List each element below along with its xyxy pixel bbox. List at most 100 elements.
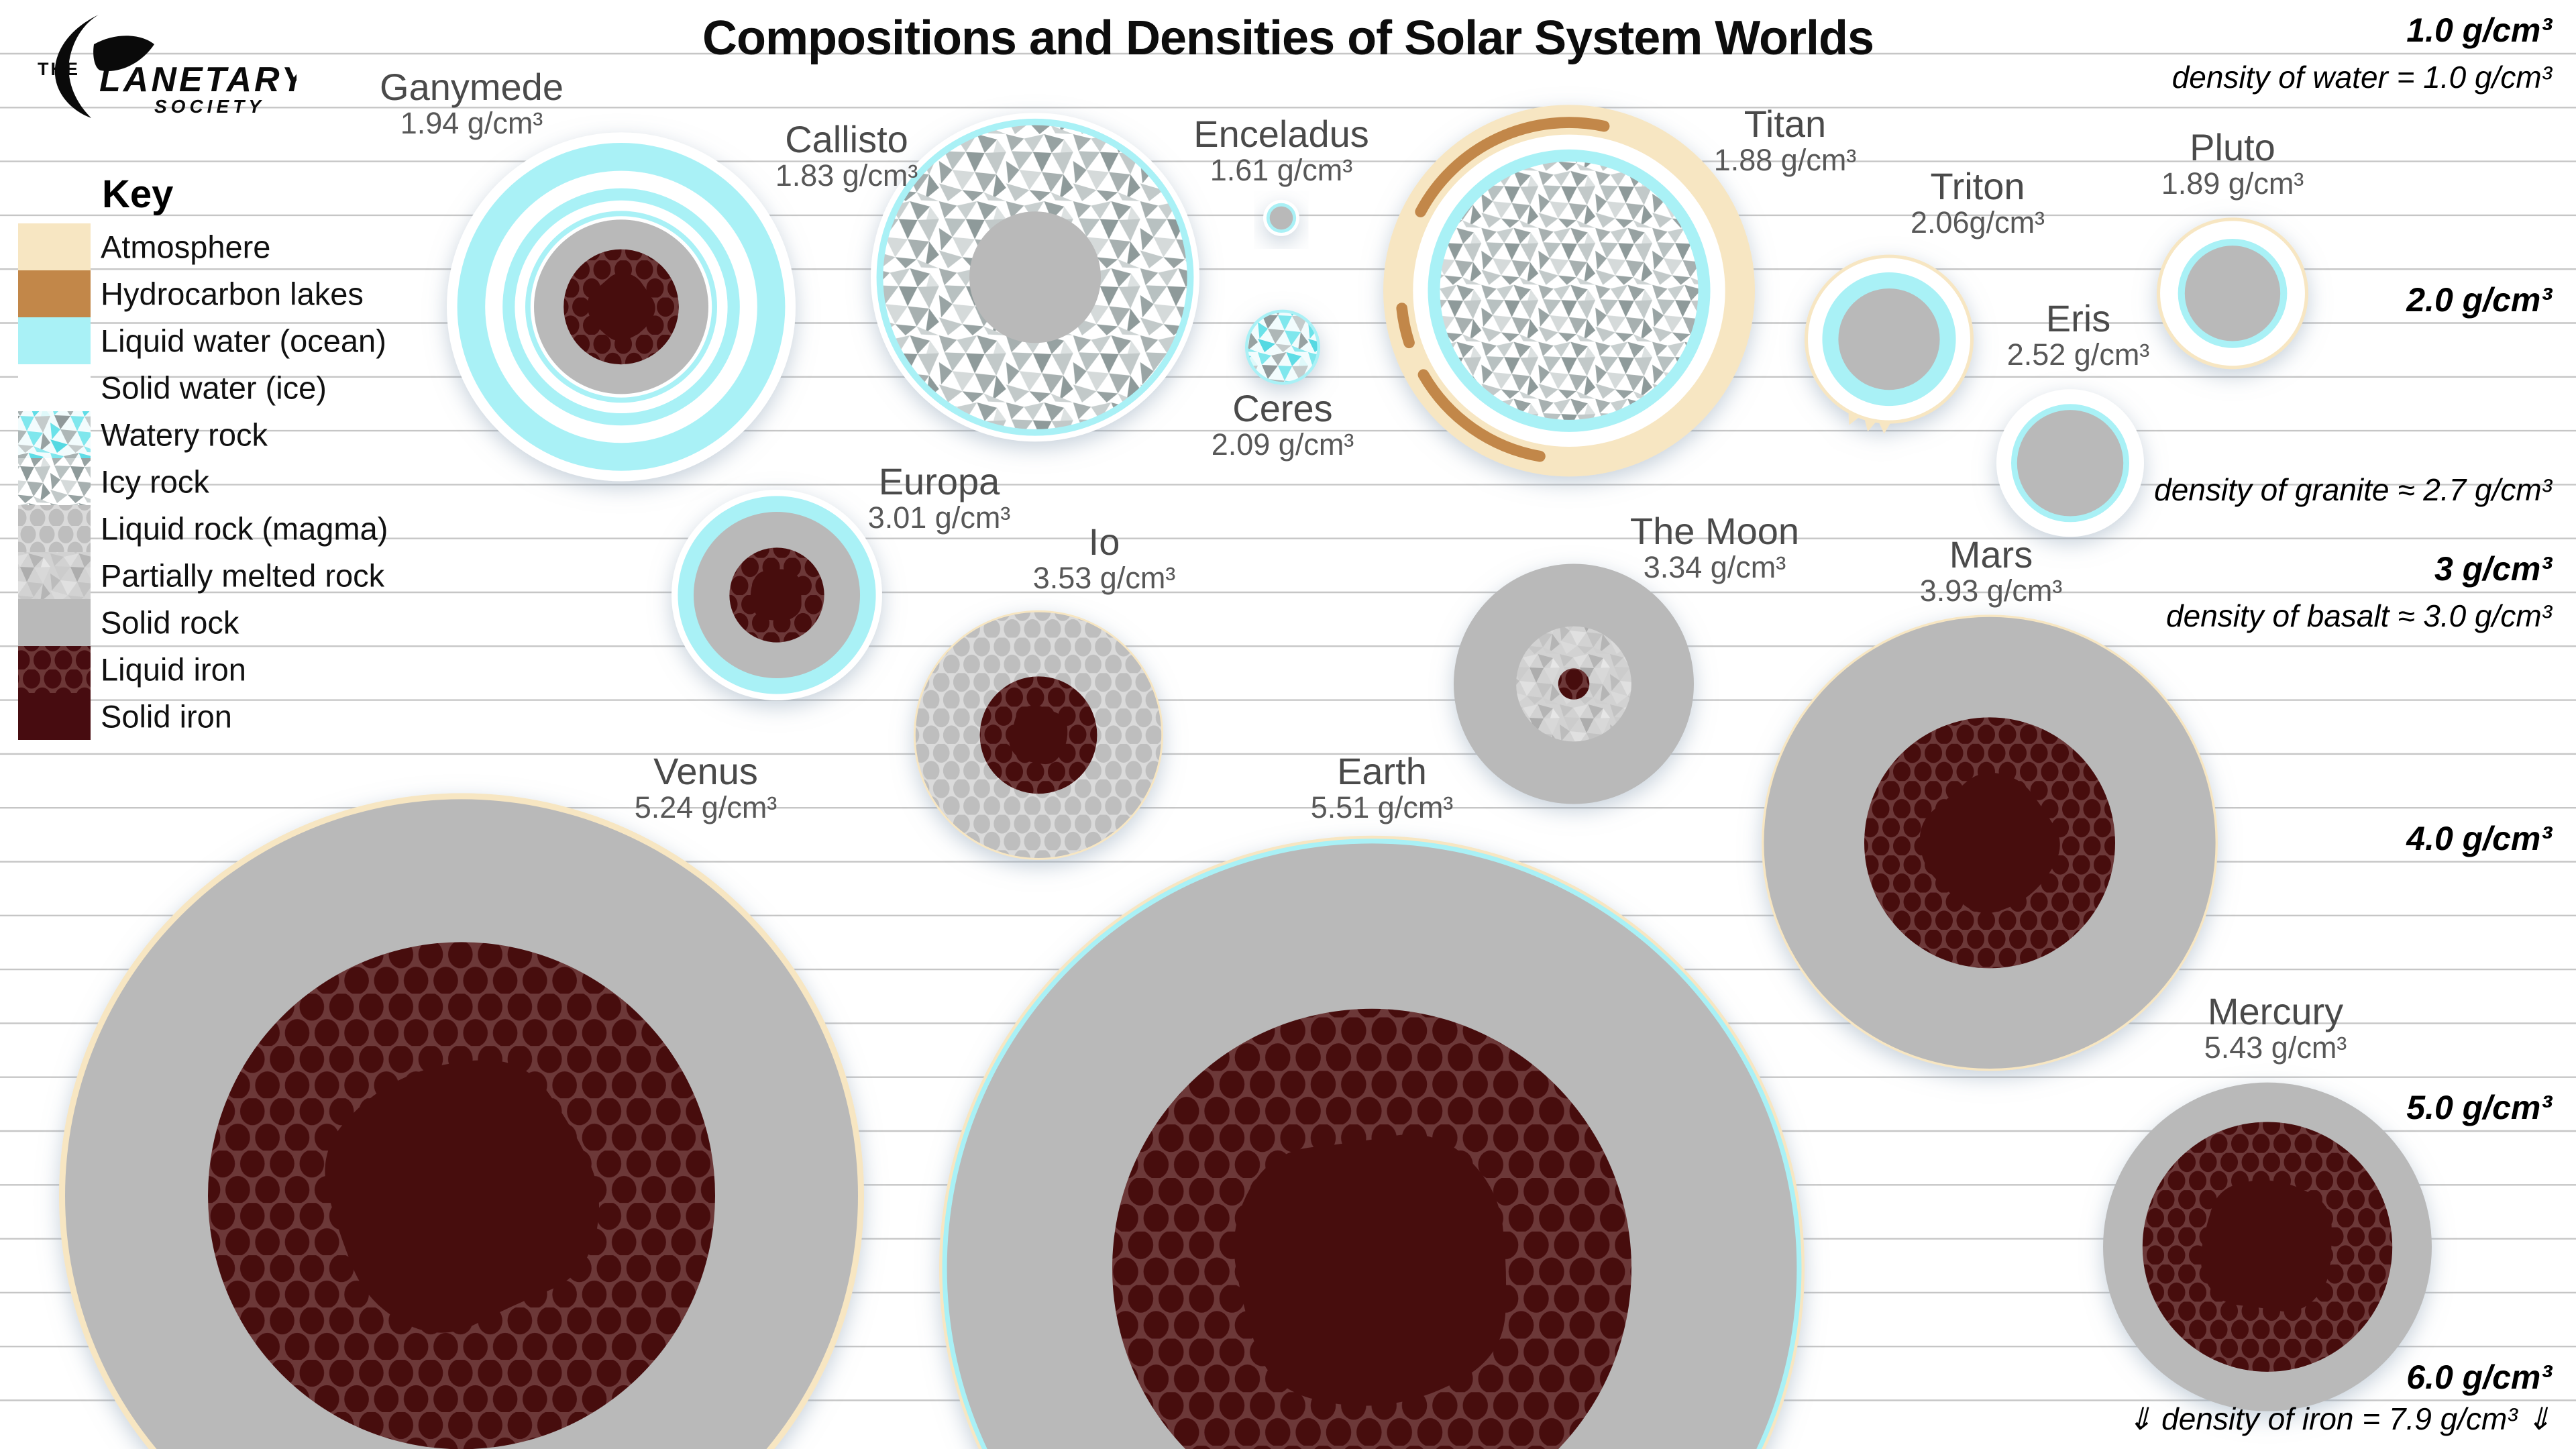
world-name-europa: Europa [878, 460, 1000, 503]
world-callisto [871, 113, 1199, 442]
world-pluto [2157, 217, 2308, 370]
world-label-pluto: Pluto 1.89 g/cm³ [2161, 129, 2304, 201]
logo-the: THE [38, 59, 80, 79]
key-item-icy_rock: Icy rock [101, 464, 209, 500]
world-density-io: 3.53 g/cm³ [1032, 561, 1176, 596]
key-swatch-solid_rock [18, 599, 91, 646]
planetary-society-logo: THE LANETARY SOCIETY [38, 15, 297, 118]
world-eris [1996, 389, 2144, 537]
world-label-mars: Mars 3.93 g/cm³ [1920, 536, 2063, 608]
world-label-io: Io 3.53 g/cm³ [1033, 523, 1176, 596]
world-label-ganymede: Ganymede 1.94 g/cm³ [380, 68, 564, 141]
world-label-callisto: Callisto 1.83 g/cm³ [775, 121, 918, 193]
world-name-pluto: Pluto [2190, 126, 2275, 169]
world-density-mars: 3.93 g/cm³ [1919, 574, 2063, 608]
worlds-layer [59, 105, 2432, 1449]
world-density-mercury: 5.43 g/cm³ [2204, 1030, 2347, 1065]
world-venus [59, 793, 864, 1449]
key-item-liquid_iron: Liquid iron [101, 651, 246, 688]
world-titan [1383, 105, 1755, 477]
world-europa [672, 490, 882, 701]
world-name-titan: Titan [1743, 103, 1827, 146]
world-density-callisto: 1.83 g/cm³ [775, 158, 918, 193]
world-name-triton: Triton [1930, 165, 2025, 208]
world-mercury [2103, 1082, 2432, 1411]
world-triton [1805, 254, 1974, 434]
axis-note-0: density of water = 1.0 g/cm³ [2171, 60, 2552, 95]
tick-label-3: 3 g/cm³ [2434, 550, 2552, 588]
key-swatch-liquid_rock [18, 505, 91, 552]
logo-society: SOCIETY [154, 96, 265, 117]
world-label-europa: Europa 3.01 g/cm³ [868, 463, 1011, 535]
world-label-venus: Venus 5.24 g/cm³ [635, 753, 777, 825]
logo-swoosh-icon [54, 15, 99, 118]
key-swatch-hydrocarbon [18, 270, 91, 317]
world-name-ceres: Ceres [1232, 387, 1333, 430]
key-swatch-column [18, 223, 91, 740]
world-label-eris: Eris 2.52 g/cm³ [2007, 300, 2150, 372]
key-swatch-liquid_water [18, 317, 91, 364]
key-swatch-liquid_iron [18, 646, 91, 693]
world-name-enceladus: Enceladus [1193, 113, 1369, 156]
tick-label-6: 6.0 g/cm³ [2406, 1358, 2552, 1396]
world-mars [1762, 614, 2218, 1071]
logo-sail-icon [93, 36, 154, 71]
tick-label-1: 1.0 g/cm³ [2406, 11, 2552, 49]
world-label-earth: Earth 5.51 g/cm³ [1311, 753, 1454, 825]
world-label-ceres: Ceres 2.09 g/cm³ [1212, 390, 1354, 462]
world-density-ganymede: 1.94 g/cm³ [400, 106, 543, 141]
page-title: Compositions and Densities of Solar Syst… [702, 11, 1874, 65]
key-item-solid_rock: Solid rock [101, 604, 239, 641]
axis-note-2: density of basalt ≈ 3.0 g/cm³ [2166, 598, 2552, 633]
tick-label-4: 4.0 g/cm³ [2406, 819, 2552, 857]
world-density-earth: 5.51 g/cm³ [1310, 790, 1454, 825]
world-density-europa: 3.01 g/cm³ [867, 500, 1011, 535]
axis-note-1: density of granite ≈ 2.7 g/cm³ [2154, 472, 2552, 507]
tick-label-5: 5.0 g/cm³ [2406, 1089, 2552, 1126]
world-ganymede [447, 132, 796, 482]
world-density-titan: 1.88 g/cm³ [1713, 143, 1857, 178]
world-name-callisto: Callisto [785, 118, 908, 161]
axis-note-3: ⇓ density of iron = 7.9 g/cm³ ⇓ [2127, 1401, 2552, 1436]
world-name-eris: Eris [2045, 297, 2111, 340]
key-swatch-icy_rock [18, 458, 91, 505]
world-name-ganymede: Ganymede [380, 66, 564, 109]
key-item-ice: Solid water (ice) [101, 370, 327, 406]
world-label-triton: Triton 2.06g/cm³ [1911, 168, 2045, 240]
key-item-hydrocarbon: Hydrocarbon lakes [101, 276, 364, 312]
world-name-mercury: Mercury [2207, 990, 2344, 1033]
tick-label-2: 2.0 g/cm³ [2406, 280, 2552, 319]
key-swatch-atmosphere [18, 223, 91, 270]
logo-planetary: LANETARY [99, 60, 297, 99]
key-item-partial_rock: Partially melted rock [101, 557, 385, 594]
world-name-earth: Earth [1337, 750, 1427, 793]
key-swatch-watery_rock [18, 411, 91, 458]
world-density-pluto: 1.89 g/cm³ [2161, 166, 2304, 201]
world-name-mars: Mars [1949, 533, 2033, 576]
key-item-watery_rock: Watery rock [101, 417, 268, 453]
world-earth [939, 835, 1805, 1449]
key-swatch-solid_iron [18, 693, 91, 740]
world-name-io: Io [1088, 521, 1120, 564]
world-label-enceladus: Enceladus 1.61 g/cm³ [1193, 115, 1369, 188]
key-item-atmosphere: Atmosphere [101, 229, 271, 265]
key-swatch-ice [18, 364, 91, 411]
key-swatch-partial_rock [18, 552, 91, 599]
key-item-liquid_rock: Liquid rock (magma) [101, 511, 388, 547]
key-item-solid_iron: Solid iron [101, 698, 232, 735]
world-density-the-moon: 3.34 g/cm³ [1643, 550, 1786, 585]
world-label-the-moon: The Moon 3.34 g/cm³ [1630, 513, 1799, 585]
world-density-triton: 2.06g/cm³ [1910, 205, 2045, 240]
world-ceres [1245, 309, 1320, 385]
world-the-moon [1454, 564, 1694, 804]
world-name-venus: Venus [653, 750, 758, 793]
world-name-the-moon: The Moon [1629, 510, 1800, 553]
world-enceladus [1263, 199, 1299, 236]
world-density-enceladus: 1.61 g/cm³ [1210, 153, 1353, 188]
world-density-venus: 5.24 g/cm³ [634, 790, 777, 825]
key-heading: Key [102, 172, 174, 216]
key-item-liquid_water: Liquid water (ocean) [101, 323, 386, 359]
world-io [914, 610, 1163, 860]
